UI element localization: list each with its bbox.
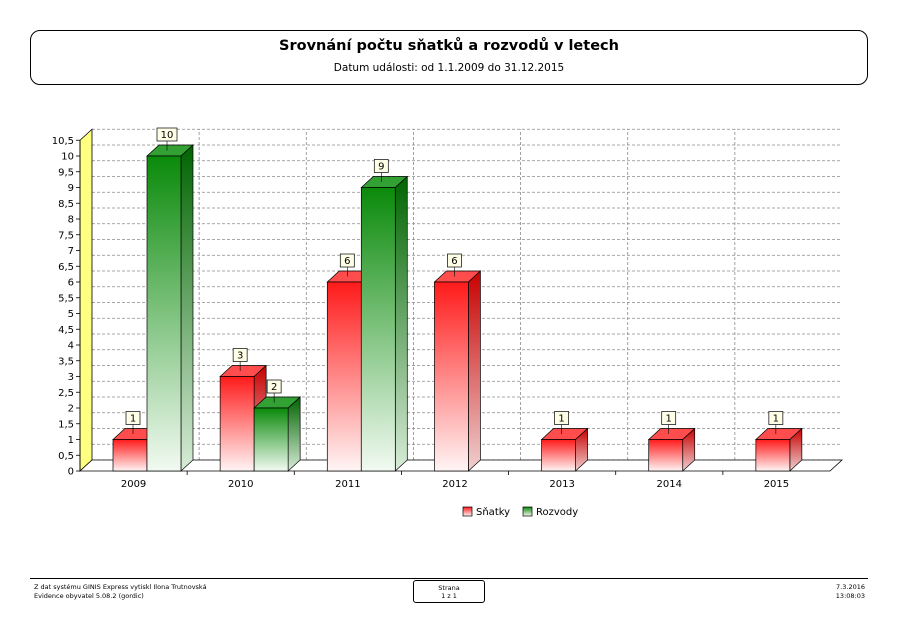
footer-timestamp: 7.3.2016 13:08:03 xyxy=(836,583,865,601)
bar-front xyxy=(253,407,289,472)
data-label: 3 xyxy=(237,351,243,362)
bar-front xyxy=(112,439,148,472)
legend-swatch xyxy=(522,506,533,517)
footer-printed-by: Z dat systému GINIS Express vytiskl Ilon… xyxy=(34,583,207,591)
bar-front xyxy=(541,439,576,472)
y-tick-label: 9,5 xyxy=(58,167,74,178)
chart-title: Srovnání počtu sňatků a rozvodů v letech xyxy=(279,38,619,54)
y-tick-label: 6 xyxy=(68,278,74,289)
bar-Sňatky-2013: 1 xyxy=(540,411,589,472)
bar-front xyxy=(360,187,396,472)
data-label-box xyxy=(266,379,282,394)
x-tick-label: 2010 xyxy=(228,479,253,490)
y-tick-label: 0 xyxy=(68,467,74,478)
y-tick-label: 5,5 xyxy=(58,293,74,304)
y-tick-label: 1,5 xyxy=(58,419,74,430)
y-tick-label: 1 xyxy=(68,435,74,446)
data-label-box xyxy=(554,411,569,425)
footer-module: Evidence obyvatel 5.08.2 (gordic) xyxy=(34,592,144,600)
legend-label: Rozvody xyxy=(536,507,578,518)
data-label-box xyxy=(232,348,248,362)
bar-Rozvody-2010: 2 xyxy=(253,379,302,472)
legend-swatch xyxy=(462,506,473,517)
left-wall xyxy=(79,128,93,472)
y-tick-label: 0,5 xyxy=(58,451,74,462)
data-label-box xyxy=(373,159,389,173)
data-label: 6 xyxy=(344,256,350,267)
bar-side xyxy=(180,144,194,472)
y-tick-label: 10,5 xyxy=(52,136,74,147)
data-label-box xyxy=(768,411,784,425)
footer-date: 7.3.2016 xyxy=(836,583,865,591)
data-label: 1 xyxy=(130,414,136,425)
footer-time: 13:08:03 xyxy=(835,592,865,600)
y-tick-label: 2 xyxy=(68,404,74,415)
y-tick-label: 5 xyxy=(68,309,74,320)
page-label: Strana xyxy=(438,584,460,592)
bar-Rozvody-2009: 10 xyxy=(146,127,194,472)
y-tick-label: 8,5 xyxy=(58,199,74,210)
y-tick-label: 3,5 xyxy=(58,356,74,367)
data-label: 9 xyxy=(378,162,384,173)
legend-label: Sňatky xyxy=(476,506,510,518)
data-label-box xyxy=(156,127,178,142)
bar-Sňatky-2012: 6 xyxy=(433,253,482,472)
bar-chart: 0 0,5 1 1,5 2 2,5 3 3,5 4 4,5 5 5,5 6 6,5 7 7,5 8 8,5 9 9,5… xyxy=(52,127,844,518)
y-tick-label: 9 xyxy=(68,183,74,194)
y-tick-label: 10 xyxy=(61,152,74,163)
bar-Rozvody-2011: 9 xyxy=(360,159,409,472)
data-label-box xyxy=(339,253,355,268)
bar-front xyxy=(326,281,362,472)
data-label: 1 xyxy=(558,414,564,425)
y-tick-label: 7,5 xyxy=(58,230,74,241)
bar-Sňatky-2015: 1 xyxy=(754,411,803,472)
data-label-box xyxy=(447,253,462,268)
x-tick-label: 2014 xyxy=(657,479,682,490)
bar-Sňatky-2014: 1 xyxy=(647,411,696,472)
y-tick-label: 8 xyxy=(68,215,74,226)
page-indicator: Strana 1 z 1 xyxy=(413,580,485,603)
x-tick-label: 2013 xyxy=(549,479,574,490)
data-label: 6 xyxy=(451,256,457,267)
data-label-box xyxy=(661,411,677,425)
bar-front xyxy=(146,155,182,472)
data-label: 1 xyxy=(773,414,779,425)
y-tick-label: 4 xyxy=(68,341,74,352)
page-value: 1 z 1 xyxy=(441,592,457,600)
x-tick-label: 2011 xyxy=(335,479,360,490)
bar-front xyxy=(219,376,255,472)
title-box: Srovnání počtu sňatků a rozvodů v letech… xyxy=(30,30,868,85)
x-tick-label: 2009 xyxy=(121,479,146,490)
footer-divider xyxy=(30,578,868,579)
data-label: 10 xyxy=(161,130,174,141)
y-tick-label: 3 xyxy=(68,372,74,383)
y-tick-label: 6,5 xyxy=(58,262,74,273)
data-label: 1 xyxy=(666,414,672,425)
bar-front xyxy=(755,439,791,472)
bar-side xyxy=(468,270,481,472)
bar-front xyxy=(434,281,469,472)
bar-side xyxy=(394,175,408,472)
chart-subtitle: Datum události: od 1.1.2009 do 31.12.201… xyxy=(333,62,565,74)
bar-side xyxy=(287,396,301,472)
bar-front xyxy=(648,439,684,472)
x-tick-label: 2012 xyxy=(442,479,467,490)
data-label: 2 xyxy=(271,382,277,393)
y-tick-label: 2,5 xyxy=(58,388,74,399)
footer-info: Z dat systému GINIS Express vytiskl Ilon… xyxy=(34,583,207,601)
x-tick-label: 2015 xyxy=(764,479,789,490)
y-tick-label: 7 xyxy=(68,246,74,257)
data-label-box xyxy=(125,411,141,425)
y-tick-label: 4,5 xyxy=(58,325,74,336)
